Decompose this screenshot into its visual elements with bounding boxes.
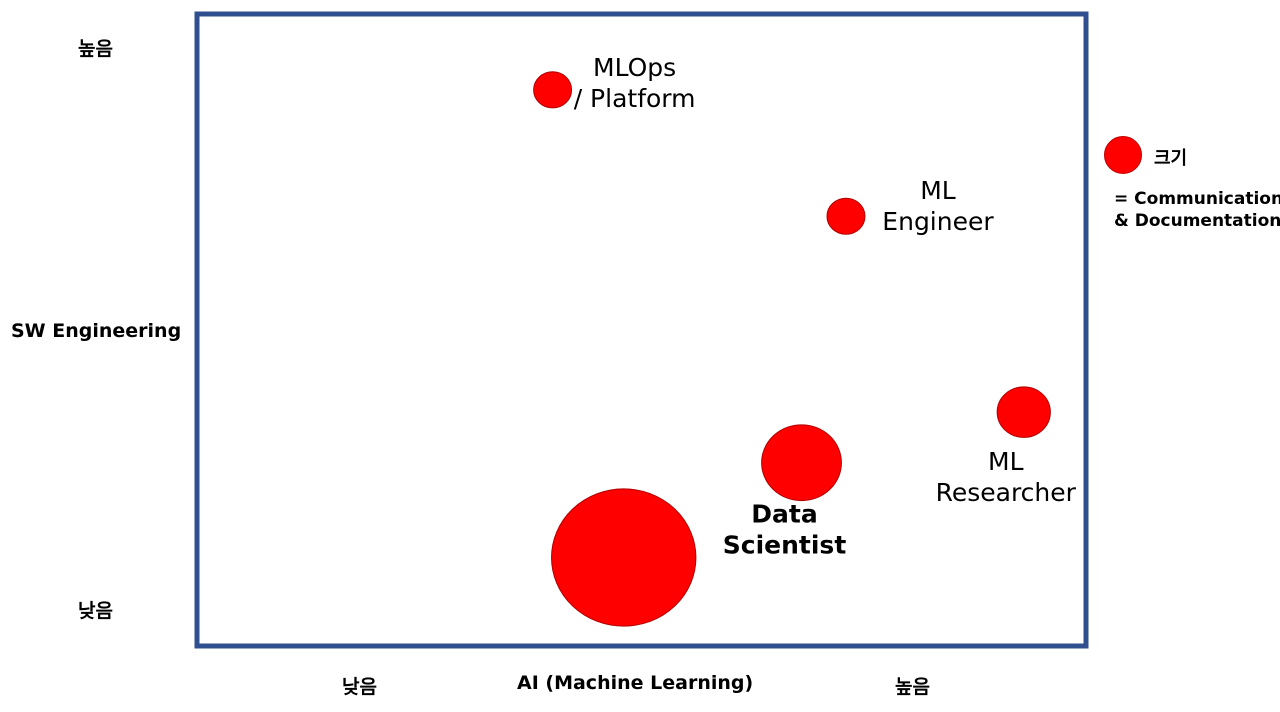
legend-description: = Communication & Documentation — [1114, 188, 1280, 232]
bubble-ml-researcher — [996, 386, 1051, 438]
legend-line-1: = Communication — [1114, 189, 1280, 209]
bubble-label-data-scientist-1: Scientist — [723, 531, 847, 560]
legend-bubble-icon — [1104, 136, 1142, 174]
bubble-label-ml-engineer-0: ML — [920, 176, 956, 205]
bubble-mlops — [533, 71, 573, 109]
y-tick-high: 높음 — [78, 38, 113, 60]
x-tick-low: 낮음 — [342, 676, 377, 698]
legend-line-2: & Documentation — [1114, 211, 1280, 231]
bubble-unlabeled — [551, 488, 697, 627]
bubble-label-data-scientist-0: Data — [751, 500, 817, 529]
bubble-label-ml-engineer-1: Engineer — [882, 207, 994, 236]
bubble-label-mlops-0: MLOps — [593, 53, 676, 82]
bubble-label-ml-researcher-1: Researcher — [936, 478, 1077, 507]
x-tick-high: 높음 — [895, 676, 930, 698]
x-axis-title: AI (Machine Learning) — [517, 672, 754, 694]
bubble-ml-engineer — [826, 197, 866, 235]
bubble-data-scientist — [761, 424, 842, 502]
legend-size-label: 크기 — [1154, 148, 1188, 169]
y-axis-title: SW Engineering — [11, 320, 182, 342]
bubble-label-mlops-1: / Platform — [574, 84, 696, 113]
bubble-label-ml-researcher-0: ML — [988, 447, 1024, 476]
y-tick-low: 낮음 — [78, 600, 113, 622]
